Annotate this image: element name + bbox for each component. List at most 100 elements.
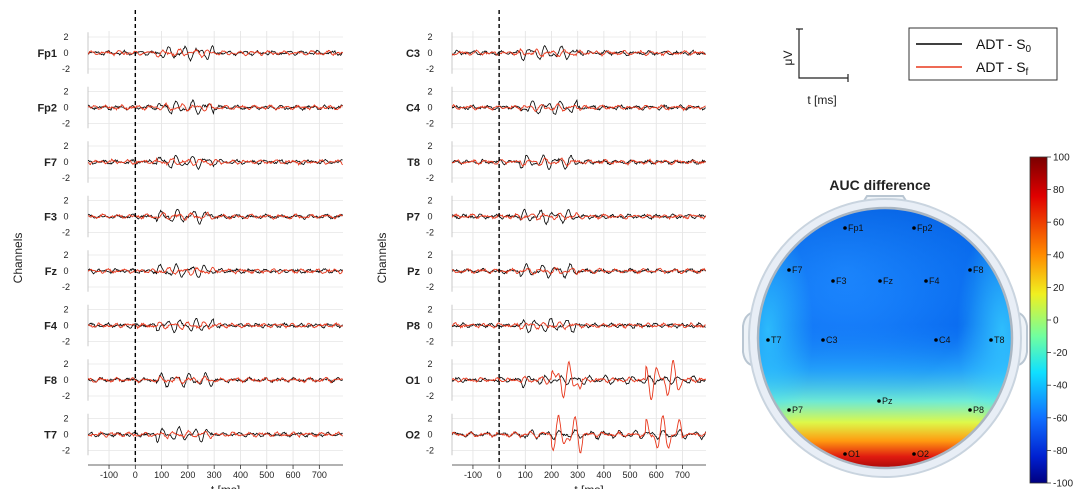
channel-label-p7: P7 xyxy=(407,212,420,224)
electrode-p8 xyxy=(968,408,972,412)
colorbar-tick-label: -40 xyxy=(1053,381,1068,392)
y-tick-label: 0 xyxy=(63,375,68,385)
x-tick-label: 0 xyxy=(497,470,502,480)
y-tick-label: -2 xyxy=(62,64,70,74)
x-tick-label: -100 xyxy=(100,470,118,480)
signal-f7-s0 xyxy=(88,154,343,171)
channel-label-f8: F8 xyxy=(44,375,57,387)
electrode-label-fp1: Fp1 xyxy=(848,223,864,233)
signal-fp2-sf xyxy=(88,102,343,112)
channel-label-fp1: Fp1 xyxy=(37,48,57,60)
eeg-panel-left: 20-2Fp120-2Fp220-2F720-2F320-2Fz20-2F420… xyxy=(11,10,343,489)
y-tick-label: 0 xyxy=(427,375,432,385)
y-tick-label: 0 xyxy=(427,48,432,58)
signal-f4-sf xyxy=(88,321,343,330)
y-axis-label: Channels xyxy=(375,233,389,284)
x-tick-label: 300 xyxy=(570,470,585,480)
signal-c4-s0 xyxy=(452,98,706,115)
y-tick-label: -2 xyxy=(426,173,434,183)
y-tick-label: 0 xyxy=(63,321,68,331)
x-axis-label: t [ms] xyxy=(574,483,603,489)
legend-label-s0: ADT - S0 xyxy=(976,36,1032,55)
electrode-label-f7: F7 xyxy=(792,265,803,275)
electrode-f8 xyxy=(968,268,972,272)
channel-label-f7: F7 xyxy=(44,157,57,169)
electrode-fz xyxy=(878,279,882,283)
colorbar-ticks: 100 80 60 40 20 0 -20 -40 -60 -80 -100 xyxy=(1047,153,1073,489)
channel-label-t8: T8 xyxy=(407,157,420,169)
y-tick-label: -2 xyxy=(426,337,434,347)
eeg-panel-middle: 2 0 -2 C3 2 0 -2 C4 2 0 -2 T8 2 0 -2 P7 2 0 -2 Pz 2 0 -2 P8 2 0 -2… xyxy=(375,10,706,489)
electrode-f4 xyxy=(924,279,928,283)
channel-label-c3: C3 xyxy=(406,48,420,60)
electrode-c4 xyxy=(934,338,938,342)
y-tick-label: 2 xyxy=(427,250,432,260)
signal-o1-sf xyxy=(452,360,706,401)
scale-bar-lines xyxy=(798,29,848,79)
y-tick-label: 0 xyxy=(63,212,68,222)
y-tick-label: 2 xyxy=(427,359,432,369)
scale-bar-xlabel: t [ms] xyxy=(807,93,836,107)
y-tick-label: -2 xyxy=(426,119,434,129)
y-tick-label: 0 xyxy=(427,212,432,222)
electrode-label-c3: C3 xyxy=(826,335,838,345)
colorbar-tick-label: -20 xyxy=(1053,348,1068,359)
channel-label-t7: T7 xyxy=(44,430,57,442)
y-tick-label: 0 xyxy=(63,157,68,167)
y-tick-label: 2 xyxy=(427,414,432,424)
electrode-c3 xyxy=(821,338,825,342)
scale-bar-ylabel: μV xyxy=(781,51,795,66)
y-tick-label: -2 xyxy=(62,282,70,292)
channel-label-o1: O1 xyxy=(405,375,420,387)
channel-label-c4: C4 xyxy=(406,103,421,115)
y-tick-label: -2 xyxy=(426,391,434,401)
colorbar-tick-label: 0 xyxy=(1053,316,1059,327)
electrode-label-fp2: Fp2 xyxy=(917,223,933,233)
x-tick-label: 0 xyxy=(133,470,138,480)
topomap: AUC difference Fp1 Fp2 F7 F3 Fz F4 F8 T7 C3 C4 T8 P… xyxy=(742,177,1028,478)
y-tick-label: 2 xyxy=(63,32,68,42)
y-tick-label: 0 xyxy=(427,157,432,167)
electrode-label-o2: O2 xyxy=(917,449,929,459)
y-tick-label: 2 xyxy=(63,141,68,151)
colorbar-tick-label: -60 xyxy=(1053,413,1068,424)
signal-p7-sf xyxy=(452,212,706,221)
colorbar-tick-label: 60 xyxy=(1053,218,1065,229)
x-tick-label: 700 xyxy=(675,470,690,480)
x-tick-label: 600 xyxy=(649,470,664,480)
electrode-p7 xyxy=(787,408,791,412)
signal-f3-sf xyxy=(88,211,343,221)
colorbar-tick-label: 20 xyxy=(1053,283,1065,294)
y-tick-label: 2 xyxy=(63,414,68,424)
electrode-label-c4: C4 xyxy=(939,335,951,345)
y-tick-label: -2 xyxy=(426,446,434,456)
channel-label-f3: F3 xyxy=(44,212,57,224)
x-tick-label: 300 xyxy=(207,470,222,480)
electrode-o1 xyxy=(843,452,847,456)
y-tick-label: 2 xyxy=(427,196,432,206)
signal-p7-s0 xyxy=(452,208,706,226)
channel-label-fp2: Fp2 xyxy=(37,103,57,115)
signal-pz-sf xyxy=(452,266,706,276)
signal-c3-sf xyxy=(452,47,706,58)
signal-fz-sf xyxy=(88,266,343,276)
x-tick-label: 500 xyxy=(259,470,274,480)
x-tick-label: 400 xyxy=(596,470,611,480)
electrode-label-o1: O1 xyxy=(848,449,860,459)
colorbar-tick-label: 40 xyxy=(1053,250,1065,261)
legend-label-sf: ADT - Sf xyxy=(976,59,1029,78)
electrode-label-fz: Fz xyxy=(883,276,893,286)
electrode-f3 xyxy=(831,279,835,283)
signal-c3-s0 xyxy=(452,44,706,62)
legend-box xyxy=(908,27,1058,81)
electrode-t7 xyxy=(766,338,770,342)
channel-label-o2: O2 xyxy=(405,430,420,442)
y-tick-label: 2 xyxy=(427,87,432,97)
y-tick-label: -2 xyxy=(426,282,434,292)
y-tick-label: 2 xyxy=(427,32,432,42)
electrode-label-f8: F8 xyxy=(973,265,984,275)
y-tick-label: 0 xyxy=(427,321,432,331)
signal-o2-sf xyxy=(452,414,706,454)
y-tick-label: 0 xyxy=(427,103,432,113)
electrode-label-t8: T8 xyxy=(994,335,1005,345)
